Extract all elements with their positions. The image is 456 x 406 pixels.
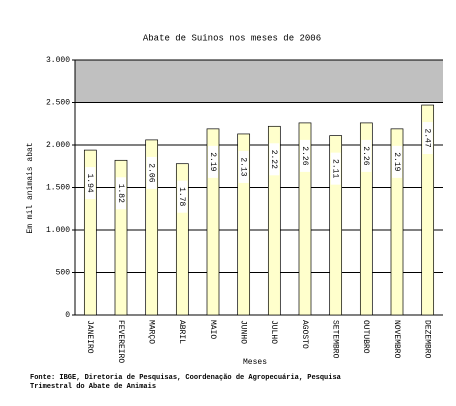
value-label: 2.47 <box>423 128 432 147</box>
footnote: Trimestral do Abate de Animais <box>30 383 156 391</box>
value-label: 2.11 <box>331 159 340 178</box>
value-label-bg <box>269 143 280 176</box>
value-label: 2.22 <box>269 150 278 169</box>
value-label-bg <box>300 139 310 172</box>
y-tick-label: 2.500 <box>46 99 70 108</box>
value-label-bg <box>208 145 218 178</box>
x-tick-label: DEZEMBRO <box>423 320 432 359</box>
x-tick-label: AGOSTO <box>300 320 309 349</box>
value-label-bg <box>85 167 96 200</box>
value-label: 1.78 <box>177 187 186 206</box>
value-label: 2.26 <box>361 146 370 165</box>
value-label-bg <box>330 152 341 185</box>
y-tick-label: 1.500 <box>46 184 70 193</box>
value-label: 1.82 <box>116 184 125 203</box>
value-label-bg <box>238 150 249 183</box>
x-tick-label: ABRIL <box>177 320 186 344</box>
x-tick-label: FEVEREIRO <box>116 320 125 363</box>
value-label: 2.26 <box>300 146 309 165</box>
x-tick-label: JANEIRO <box>85 320 94 354</box>
value-label-bg <box>392 145 402 178</box>
y-tick-label: 500 <box>56 269 71 278</box>
value-label-bg <box>177 180 188 213</box>
y-tick-label: 0 <box>65 311 70 320</box>
plot-band <box>75 60 443 103</box>
x-tick-label: NOVEMBRO <box>392 320 401 359</box>
y-tick-label: 2.000 <box>46 141 70 150</box>
value-label: 2.19 <box>392 152 401 171</box>
chart-title: Abate de Suinos nos meses de 2006 <box>143 33 321 43</box>
value-label: 2.13 <box>239 157 248 176</box>
y-axis-label: Em mil animais abat <box>26 142 35 233</box>
value-label: 2.06 <box>147 163 156 182</box>
value-label: 1.94 <box>85 173 94 192</box>
x-tick-label: OUTUBRO <box>361 320 370 354</box>
footnote: Fonte: IBGE, Diretoria de Pesquisas, Coo… <box>30 374 342 382</box>
value-label-bg <box>116 177 126 210</box>
x-tick-label: SETEMBRO <box>331 320 340 359</box>
value-label-bg <box>146 156 157 189</box>
value-label-bg <box>361 139 372 172</box>
value-label: 2.19 <box>208 152 217 171</box>
y-tick-label: 1.000 <box>46 226 70 235</box>
x-tick-label: JUNHO <box>239 320 248 344</box>
x-tick-label: JULHO <box>269 320 278 344</box>
x-tick-label: MARÇO <box>147 320 156 344</box>
value-label-bg <box>422 122 433 155</box>
y-tick-label: 3.000 <box>46 56 70 65</box>
x-axis-label: Meses <box>243 358 267 367</box>
bar <box>421 104 435 316</box>
x-tick-label: MAIO <box>208 320 217 339</box>
